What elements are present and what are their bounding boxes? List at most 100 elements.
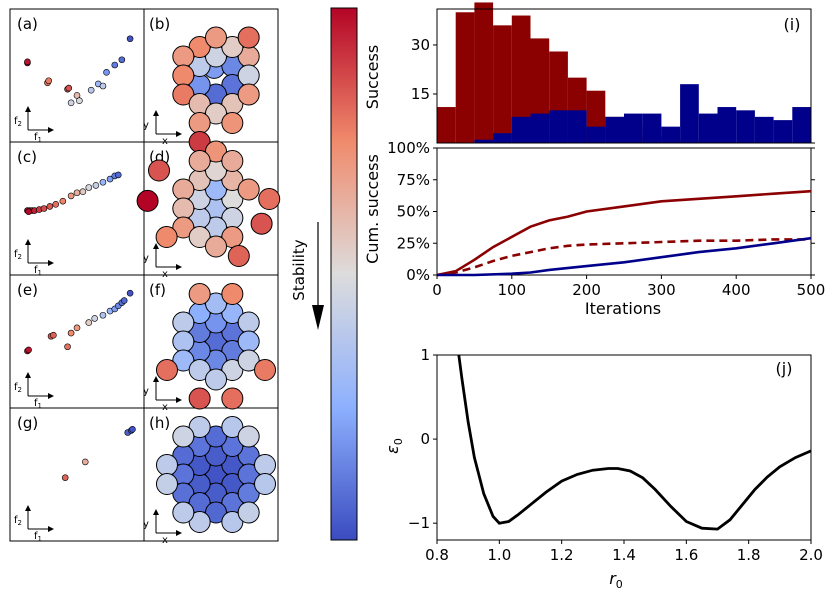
cumulative-ytick-label: 75% <box>397 171 430 189</box>
cluster-0-y-axis-label: y <box>143 120 149 131</box>
cluster-disc <box>172 311 195 334</box>
cluster-disc <box>205 140 227 163</box>
scatter-1-x-axis-label: f1 <box>34 265 42 277</box>
histogram-ytick-label: 30 <box>411 36 430 54</box>
cluster-disc <box>237 83 260 106</box>
potential-xtick-label: 1.6 <box>674 546 698 564</box>
cluster-0-x-axis-label-main: x <box>162 136 168 147</box>
scatter-point <box>59 197 67 205</box>
cluster-2-x-axis-label: x <box>162 402 168 413</box>
scatter-point <box>99 82 107 90</box>
cluster-disc <box>205 368 227 391</box>
histogram-bar-1 <box>493 133 512 143</box>
scatter-point <box>87 86 95 94</box>
scatter-0-x-axis-label-sub: 1 <box>38 136 42 144</box>
cluster-2-y-axis-label-main: y <box>143 386 149 397</box>
cluster-1-x-arrowhead <box>176 264 182 270</box>
cluster-1-x-axis-label: x <box>162 269 168 280</box>
cluster-disc <box>188 387 211 410</box>
cumulative-xtick-label: 0 <box>432 281 442 299</box>
cluster-panel-0: (b) x y <box>143 15 260 153</box>
scatter-0-y-axis-label: f2 <box>14 116 22 128</box>
histogram-bar-1 <box>754 116 774 143</box>
scatter-3-x-arrowhead <box>48 526 54 532</box>
scatter-point <box>50 331 57 339</box>
stability-indicator: Stability <box>290 222 324 330</box>
cluster-disc <box>205 102 227 125</box>
cumulative-line-2 <box>437 236 812 277</box>
cumulative-ytick-label: 25% <box>397 234 430 252</box>
scatter-point <box>73 324 81 332</box>
cumulative-ytick-label: 50% <box>397 203 430 221</box>
scatter-1-y-arrowhead <box>25 239 31 245</box>
scatter-2-y-axis-label-main: f <box>14 382 18 393</box>
cluster-2-y-axis-label: y <box>143 386 149 397</box>
cluster-disc <box>221 511 244 533</box>
scatter-0-x-axis-label-main: f <box>34 132 38 143</box>
cluster-disc <box>221 359 244 381</box>
cluster-disc <box>188 112 211 134</box>
cluster-3-x-axis-label-main: x <box>162 535 168 546</box>
cluster-disc <box>254 454 277 476</box>
potential-frame <box>436 354 812 541</box>
histogram-bar-0 <box>437 107 456 143</box>
cluster-disc <box>172 197 195 220</box>
histogram-bar-1 <box>661 126 681 143</box>
cluster-2-x-arrowhead <box>176 397 182 403</box>
potential-chart: 0.8 1.0 1.2 1.4 1.6 1.8 2.0 −1 0 1 <box>408 346 823 564</box>
panel-label-i: (i) <box>784 15 801 34</box>
scatter-3-x-axis-label-sub: 1 <box>38 535 42 543</box>
cluster-disc <box>172 349 195 372</box>
scatter-point <box>91 315 98 322</box>
cluster-disc <box>172 330 195 353</box>
scatter-2-y-axis-label: f2 <box>14 382 22 394</box>
cluster-disc <box>205 501 227 524</box>
scatter-point <box>40 205 48 212</box>
cluster-disc <box>172 425 195 448</box>
panel-label: (g) <box>17 414 38 432</box>
histogram-bar-1 <box>717 107 737 143</box>
histogram-bar-1 <box>511 116 531 143</box>
scatter-point <box>73 189 81 197</box>
cluster-disc <box>188 416 211 438</box>
cumulative-xtick-label: 200 <box>572 281 601 299</box>
cluster-panel-2: (f) x y <box>143 281 277 413</box>
panel-label: (c) <box>17 148 37 166</box>
cluster-disc <box>205 26 227 49</box>
scatter-point <box>99 178 107 186</box>
scatter-2-y-axis-label-sub: 2 <box>18 386 22 394</box>
potential-xtick-label: 1.0 <box>487 546 511 564</box>
cumulative-ylabel: Cum. success <box>363 154 382 264</box>
cluster-1-y-arrowhead <box>153 243 159 249</box>
cluster-disc <box>155 473 178 495</box>
scatter-point <box>25 346 32 354</box>
scatter-1-x-arrowhead <box>48 260 54 266</box>
scatter-point <box>120 297 128 304</box>
cluster-disc <box>221 387 244 410</box>
cluster-1-x-axis-label-main: x <box>162 269 168 280</box>
cumulative-frame <box>436 147 812 276</box>
scatter-3-x-axis-label-main: f <box>34 531 38 542</box>
cluster-disc <box>250 212 273 235</box>
cluster-0-x-axis-label: x <box>162 136 168 147</box>
scatter-point <box>45 77 52 85</box>
stability-arrow-head <box>312 305 324 330</box>
histogram-bar-1 <box>474 139 494 143</box>
potential-ytick-label: 0 <box>420 430 430 448</box>
panel-label: (e) <box>17 281 38 299</box>
histogram-bar-1 <box>530 113 550 143</box>
scatter-point <box>103 69 110 76</box>
cumulative-line-1 <box>436 238 811 277</box>
scatter-point <box>67 99 75 107</box>
scatter-point <box>61 474 69 481</box>
cluster-2-y-arrowhead <box>153 376 159 382</box>
histogram-bar-1 <box>698 113 718 143</box>
potential-xtick-label: 1.4 <box>612 546 636 564</box>
cluster-3-x-arrowhead <box>176 530 182 536</box>
scatter-point <box>99 311 107 319</box>
cluster-panel-1: (d)xy <box>136 140 281 280</box>
cluster-disc <box>188 36 211 58</box>
potential-ytick-label: −1 <box>408 514 430 532</box>
